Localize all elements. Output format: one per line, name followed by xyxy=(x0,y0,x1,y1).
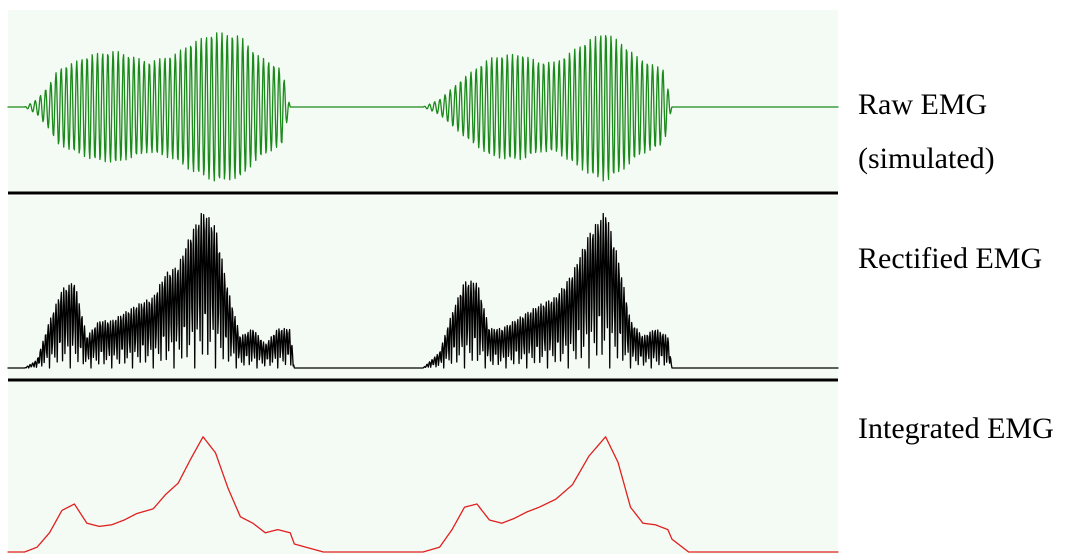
rectified-emg-line xyxy=(7,212,839,369)
integrated-emg-line xyxy=(7,436,839,553)
integrated-emg-label: Integrated EMG xyxy=(858,412,1054,445)
raw-emg-sublabel: (simulated) xyxy=(858,142,995,175)
raw-emg-line xyxy=(7,32,839,182)
integrated-panel-bg xyxy=(8,382,838,554)
raw-emg-label: Raw EMG xyxy=(858,88,987,121)
raw-panel-bg xyxy=(8,10,838,193)
rectified-emg-label: Rectified EMG xyxy=(858,242,1042,275)
